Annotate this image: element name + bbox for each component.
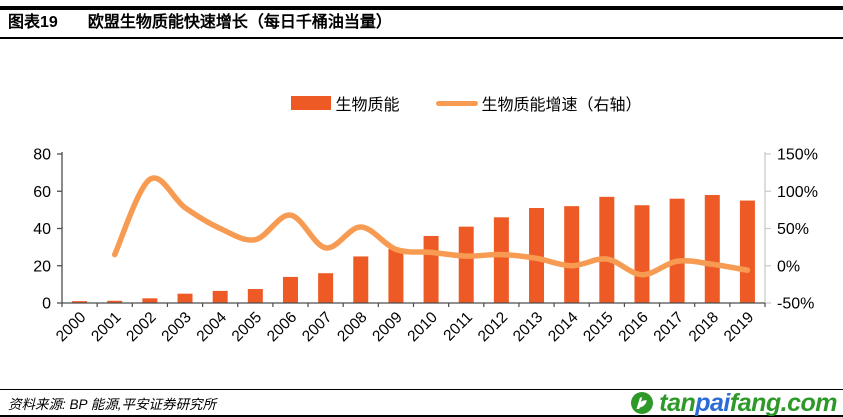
x-axis-label-2000: 2000 bbox=[53, 309, 90, 346]
x-axis-label-2015: 2015 bbox=[580, 309, 616, 345]
figure-titlebar: 图表19 欧盟生物质能快速增长（每日千桶油当量） bbox=[0, 6, 843, 39]
report-figure-page: { "header": { "figure_label": "图表19", "t… bbox=[0, 6, 843, 417]
bar-2017 bbox=[669, 198, 685, 303]
bar-2015 bbox=[599, 196, 615, 303]
bar-2013 bbox=[529, 208, 545, 303]
logo-part-fang: fang.com bbox=[729, 388, 838, 417]
x-axis-label-2013: 2013 bbox=[510, 309, 546, 345]
x-axis-label-2017: 2017 bbox=[651, 309, 687, 345]
x-axis-label-2009: 2009 bbox=[369, 309, 405, 345]
legend-item-biomass: 生物质能 bbox=[291, 91, 400, 115]
left-axis-tick-40: 40 bbox=[33, 221, 51, 238]
x-axis-label-2019: 2019 bbox=[721, 309, 757, 345]
x-axis-label-2006: 2006 bbox=[264, 309, 300, 345]
bar-2004 bbox=[212, 290, 228, 303]
growth-rate-line bbox=[111, 175, 751, 278]
x-axis-label-2016: 2016 bbox=[615, 309, 651, 345]
left-axis-tick-20: 20 bbox=[33, 258, 51, 275]
x-axis-label-2003: 2003 bbox=[158, 309, 194, 345]
bar-2011 bbox=[458, 226, 474, 303]
figure-footer: 资料来源: BP 能源,平安证券研究所 tanpaifang.com bbox=[0, 389, 843, 417]
line-series-swatch bbox=[435, 100, 478, 106]
x-axis-label-2012: 2012 bbox=[475, 309, 511, 345]
tanpaifang-leaf-icon bbox=[631, 391, 654, 414]
figure-title: 欧盟生物质能快速增长（每日千桶油当量） bbox=[87, 14, 392, 31]
chart-legend: 生物质能 生物质能增速（右轴） bbox=[45, 91, 843, 115]
figure-label: 图表19 bbox=[8, 14, 58, 31]
bar-2002 bbox=[142, 298, 158, 303]
bar-2016 bbox=[634, 205, 650, 303]
chart-area: 0 20 40 60 80 -50% 0% 50% 100% 150% 2000 2001 2002 20… bbox=[0, 120, 843, 377]
right-axis-tick-100: 100% bbox=[777, 184, 818, 201]
x-axis-label-2007: 2007 bbox=[299, 309, 335, 345]
bar-2003 bbox=[177, 293, 193, 303]
x-axis-label-2014: 2014 bbox=[545, 309, 582, 346]
legend-label-biomass: 生物质能 bbox=[335, 97, 400, 114]
logo-part-tan: tan bbox=[659, 388, 696, 417]
bar-2005 bbox=[247, 289, 263, 303]
bar-2019 bbox=[739, 200, 755, 303]
bar-2010 bbox=[423, 235, 439, 303]
x-axis-label-2005: 2005 bbox=[229, 309, 265, 345]
right-axis-tick-50: 50% bbox=[777, 221, 809, 238]
bar-2008 bbox=[353, 256, 369, 303]
bar-2014 bbox=[564, 206, 580, 303]
left-axis-tick-60: 60 bbox=[33, 184, 51, 201]
left-axis-tick-80: 80 bbox=[33, 147, 51, 164]
bar-2000 bbox=[72, 301, 88, 303]
left-axis-tick-0: 0 bbox=[42, 296, 51, 313]
combo-chart: 020406080-50%0%50%100%150%20002001200220… bbox=[33, 147, 818, 346]
source-text: 资料来源: BP 能源,平安证券研究所 bbox=[8, 396, 217, 412]
right-axis-tick--50: -50% bbox=[777, 296, 814, 313]
legend-label-growth: 生物质能增速（右轴） bbox=[481, 97, 642, 114]
bar-2012 bbox=[493, 217, 509, 303]
x-axis-label-2004: 2004 bbox=[194, 309, 231, 346]
bar-2001 bbox=[107, 300, 123, 303]
x-axis-label-2018: 2018 bbox=[686, 309, 722, 345]
legend-item-growth: 生物质能增速（右轴） bbox=[435, 91, 642, 115]
x-axis-label-2002: 2002 bbox=[123, 309, 159, 345]
bar-2009 bbox=[388, 248, 404, 303]
x-axis-label-2001: 2001 bbox=[88, 309, 124, 345]
bar-2018 bbox=[704, 194, 720, 303]
bar-series-swatch bbox=[291, 96, 332, 110]
right-axis-tick-150: 150% bbox=[777, 147, 818, 164]
x-axis-label-2011: 2011 bbox=[440, 309, 476, 345]
x-axis-label-2010: 2010 bbox=[404, 309, 441, 346]
x-axis-label-2008: 2008 bbox=[334, 309, 370, 345]
right-axis-tick-0: 0% bbox=[777, 258, 800, 275]
logo-part-pai: pai bbox=[695, 388, 730, 417]
bar-2006 bbox=[282, 276, 298, 303]
bar-2007 bbox=[318, 273, 334, 303]
